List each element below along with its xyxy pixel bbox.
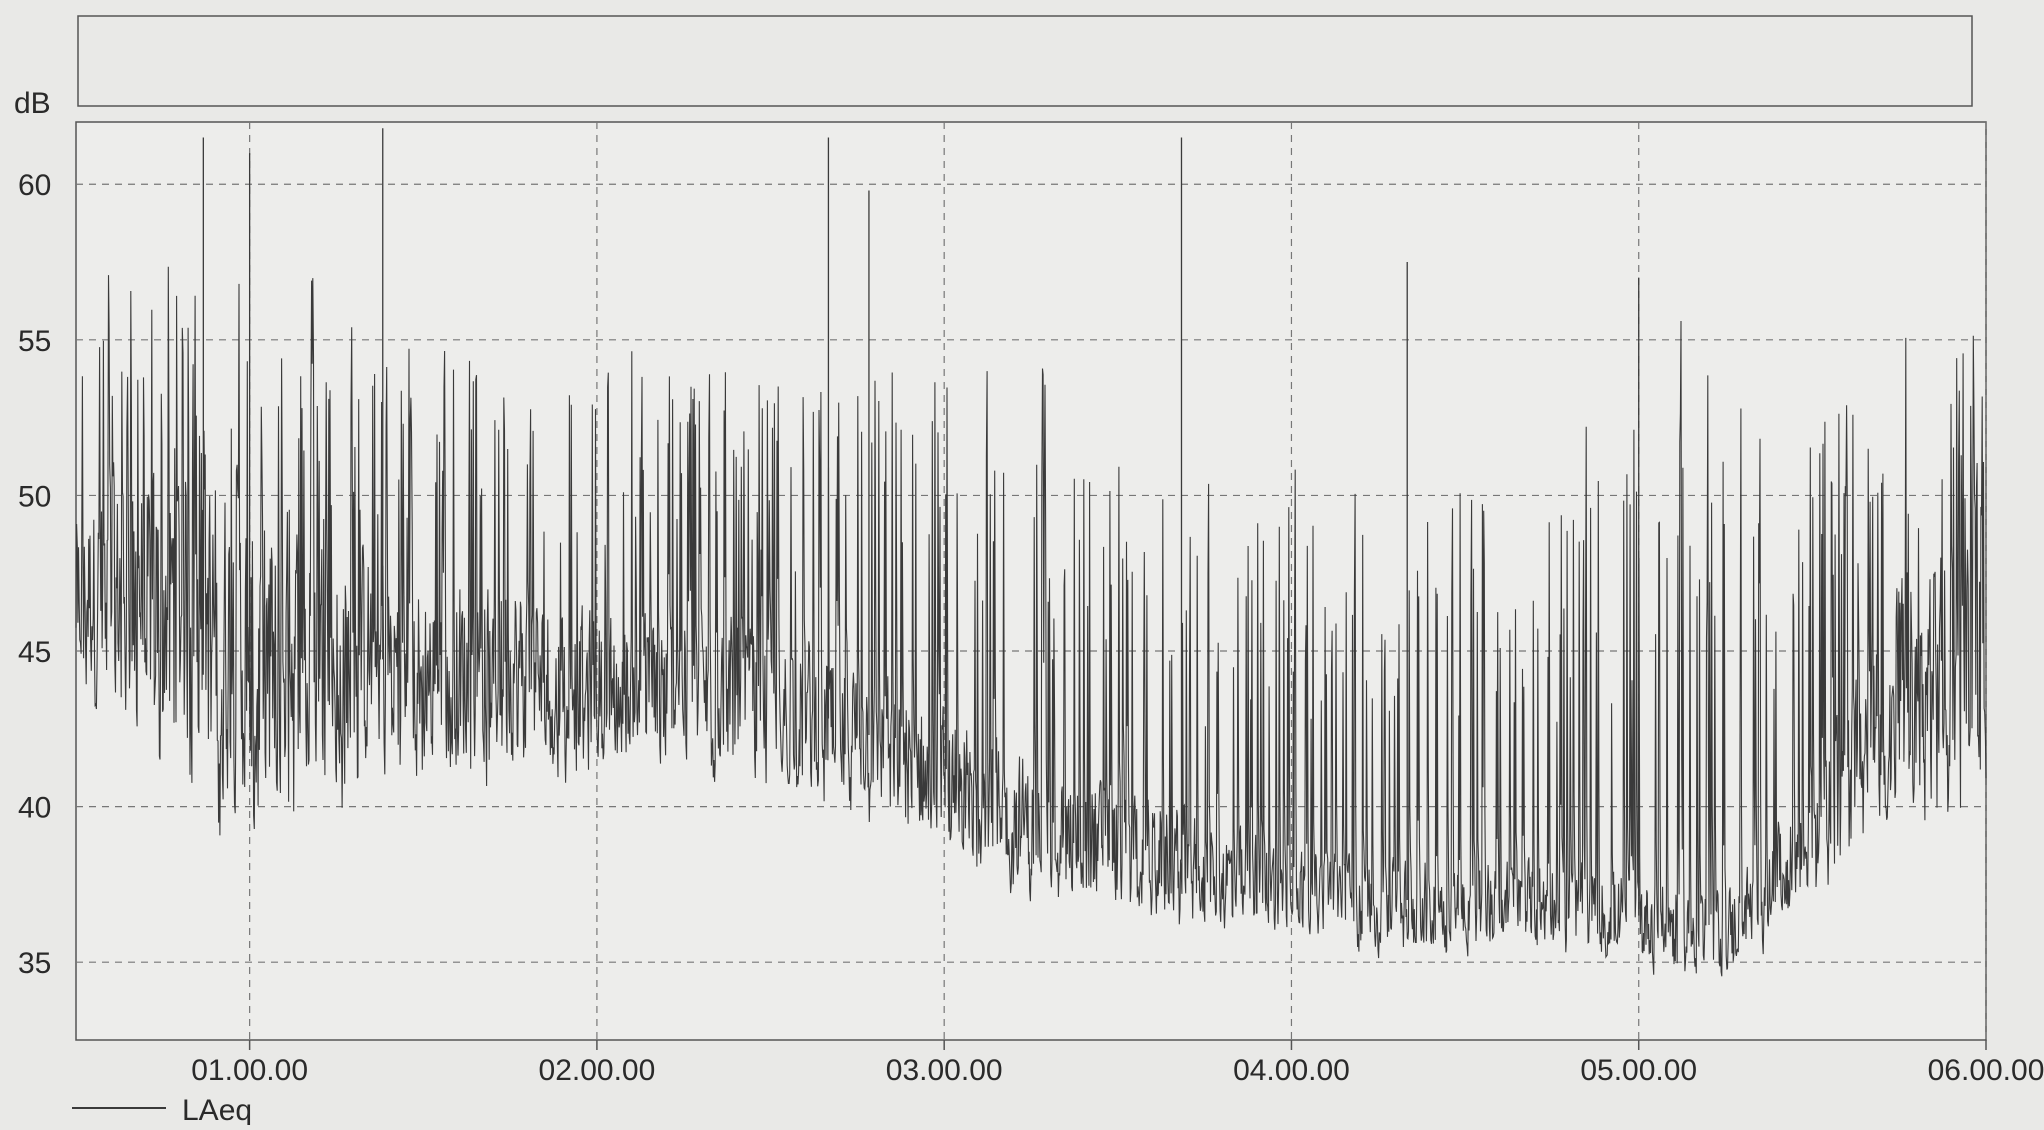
x-tick-label-1: 02.00.00 — [539, 1054, 656, 1087]
legend: LAeq — [72, 1094, 252, 1127]
series-lines — [75, 128, 1987, 977]
y-axis-ticks: 35 40 45 50 55 60 — [18, 169, 51, 980]
series-line-laeq — [75, 266, 1987, 977]
y-tick-label-55: 55 — [18, 325, 51, 358]
x-axis-ticks: 01.00.00 02.00.00 03.00.00 04.00.00 05.00.00… — [191, 1040, 2044, 1087]
x-tick-label-5: 06.00.00 — [1928, 1054, 2044, 1087]
x-tick-label-4: 05.00.00 — [1580, 1054, 1697, 1087]
x-tick-label-0: 01.00.00 — [191, 1054, 308, 1087]
x-tick-label-2: 03.00.00 — [886, 1054, 1003, 1087]
x-tick-label-3: 04.00.00 — [1233, 1054, 1350, 1087]
y-tick-label-50: 50 — [18, 480, 51, 513]
y-tick-label-40: 40 — [18, 792, 51, 825]
y-tick-label-60: 60 — [18, 169, 51, 202]
y-tick-label-35: 35 — [18, 947, 51, 980]
legend-label: LAeq — [182, 1094, 252, 1125]
header-box — [77, 15, 1973, 107]
y-axis-label: dB — [14, 87, 51, 120]
y-tick-label-45: 45 — [18, 636, 51, 669]
